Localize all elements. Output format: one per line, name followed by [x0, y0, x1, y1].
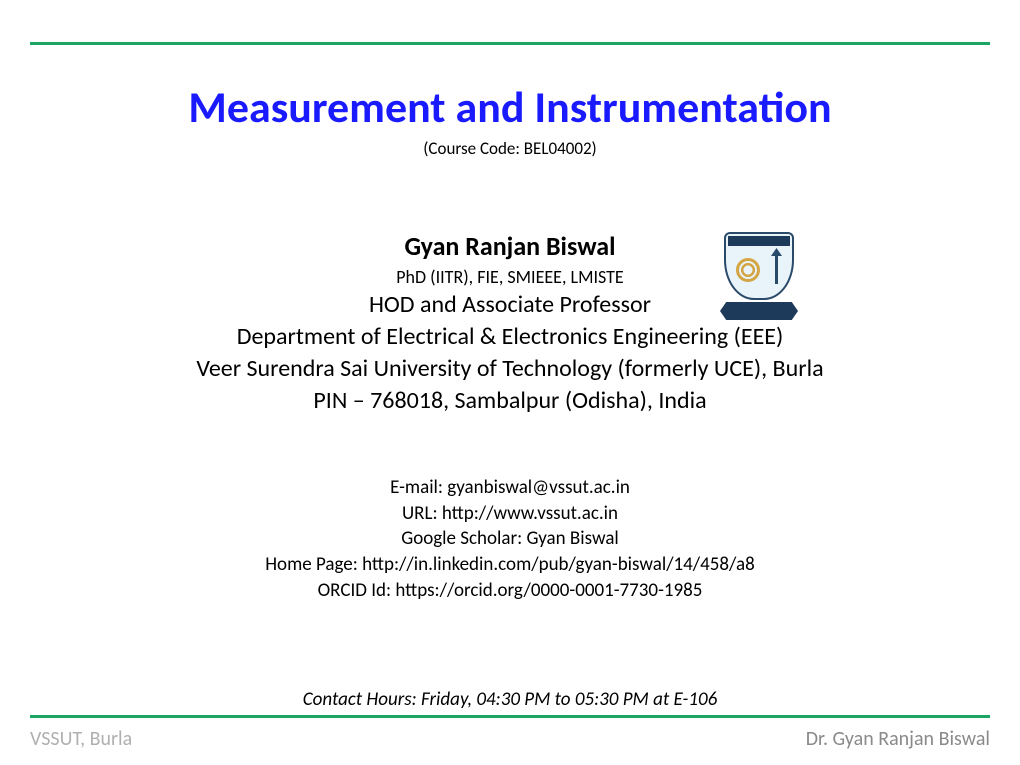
footer-right: Dr. Gyan Ranjan Biswal — [806, 727, 990, 751]
author-university: Veer Surendra Sai University of Technolo… — [0, 354, 1020, 383]
contact-hours-label: Contact Hours: — [303, 688, 417, 711]
bottom-horizontal-rule — [30, 715, 990, 718]
contact-scholar: Google Scholar: Gyan Biswal — [0, 526, 1020, 552]
author-address: PIN – 768018, Sambalpur (Odisha), India — [0, 386, 1020, 415]
course-title: Measurement and Instrumentation — [0, 80, 1020, 134]
logo-ribbon — [720, 302, 798, 320]
author-name: Gyan Ranjan Biswal — [404, 230, 615, 262]
logo-header-bar — [728, 236, 790, 246]
contact-homepage: Home Page: http://in.linkedin.com/pub/gy… — [0, 552, 1020, 578]
contact-info-block: E-mail: gyanbiswal@vssut.ac.in URL: http… — [0, 475, 1020, 603]
author-credentials: PhD (IITR), FIE, SMIEEE, LMISTE — [0, 266, 1020, 288]
footer-left: VSSUT, Burla — [30, 727, 132, 751]
contact-url: URL: http://www.vssut.ac.in — [0, 501, 1020, 527]
contact-hours-text: Friday, 04:30 PM to 05:30 PM at E-106 — [417, 688, 718, 711]
contact-orcid: ORCID Id: https://orcid.org/0000-0001-77… — [0, 578, 1020, 604]
top-horizontal-rule — [30, 42, 990, 45]
author-position: HOD and Associate Professor — [0, 290, 1020, 319]
logo-gear-icon — [736, 258, 760, 282]
university-logo — [720, 232, 798, 328]
course-code: (Course Code: BEL04002) — [0, 138, 1020, 159]
logo-tower-icon — [775, 250, 778, 284]
contact-hours: Contact Hours: Friday, 04:30 PM to 05:30… — [0, 688, 1020, 711]
contact-email: E-mail: gyanbiswal@vssut.ac.in — [0, 475, 1020, 501]
logo-shield-icon — [724, 232, 794, 300]
author-block: Gyan Ranjan Biswal PhD (IITR), FIE, SMIE… — [0, 230, 1020, 415]
author-department: Department of Electrical & Electronics E… — [0, 322, 1020, 351]
